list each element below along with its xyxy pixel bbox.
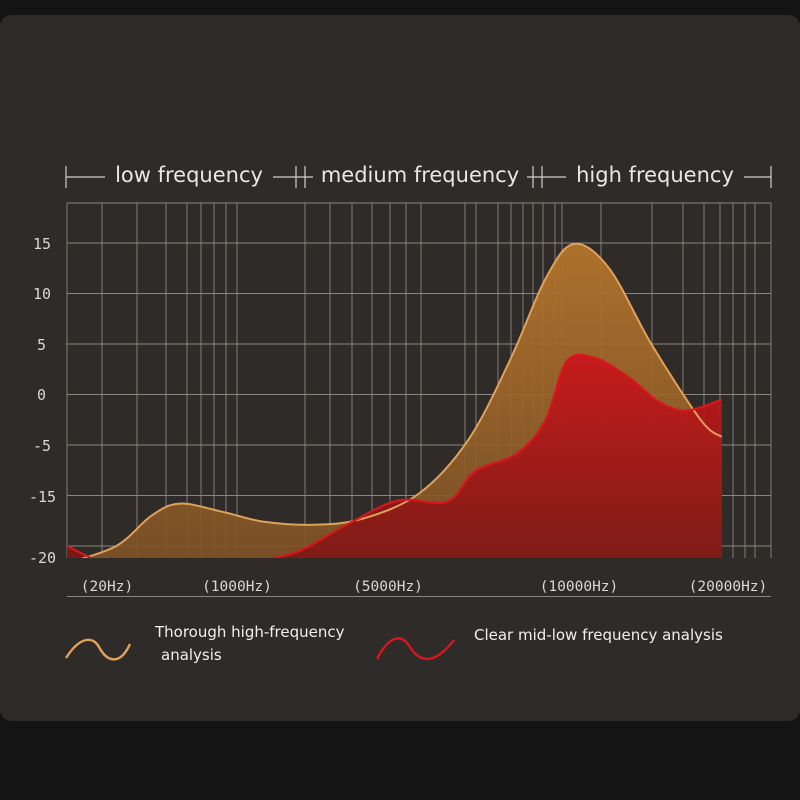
y-tick-label: -20 — [29, 549, 56, 567]
band-label-backdrop — [313, 162, 527, 188]
legend-label-orange-line2: analysis — [161, 646, 222, 664]
band-label-medium: medium frequency — [321, 163, 519, 187]
series-line-red — [67, 353, 723, 558]
legend-swatch-orange — [64, 638, 132, 661]
legend-label-orange-line1: Thorough high-frequency — [154, 623, 345, 641]
y-tick-label: -5 — [33, 437, 51, 455]
y-tick-label: 5 — [37, 336, 46, 354]
x-tick-label: (20000Hz) — [689, 579, 768, 595]
legend-label-red: Clear mid-low frequency analysis — [474, 626, 723, 644]
band-label-backdrop — [566, 162, 744, 188]
x-tick-label: (5000Hz) — [353, 579, 423, 595]
series-line-orange — [80, 242, 723, 558]
band-label-low: low frequency — [115, 163, 263, 187]
band-label-high: high frequency — [576, 163, 734, 187]
y-tick-label: 0 — [37, 386, 46, 404]
legend: Thorough high-frequency analysis Clear m… — [64, 623, 723, 664]
frequency-bands: low frequency medium frequency high freq… — [65, 162, 772, 188]
chart-panel — [0, 15, 800, 721]
y-tick-label: 15 — [33, 235, 51, 253]
band-label-backdrop — [105, 162, 273, 188]
series-area-red — [67, 354, 722, 558]
x-axis-labels: (20Hz) (1000Hz) (5000Hz) (10000Hz) (2000… — [81, 579, 767, 595]
x-tick-label: (10000Hz) — [540, 579, 619, 595]
y-tick-label: -15 — [29, 488, 56, 506]
legend-swatch-red — [375, 637, 455, 661]
y-axis-labels: 15 10 5 0 -5 -15 -20 — [29, 235, 56, 567]
series-layer — [67, 242, 723, 558]
x-tick-label: (1000Hz) — [202, 579, 272, 595]
x-tick-label: (20Hz) — [81, 579, 133, 595]
y-tick-label: 10 — [33, 285, 51, 303]
